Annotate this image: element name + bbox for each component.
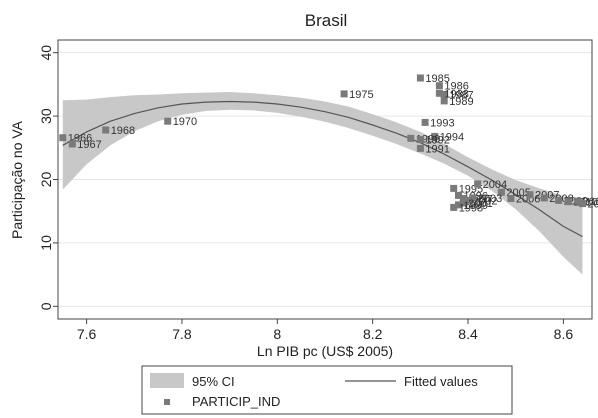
data-point	[455, 191, 462, 199]
point-label: 1968	[111, 125, 135, 137]
data-point	[450, 184, 458, 192]
point-label: 2011	[583, 196, 598, 208]
legend-fit-label: Fitted values	[404, 374, 478, 389]
data-point	[526, 191, 534, 199]
data-point	[435, 89, 443, 97]
data-point	[407, 134, 415, 142]
data-point	[59, 134, 67, 142]
data-point	[579, 200, 586, 208]
data-point	[459, 195, 467, 202]
data-point	[450, 203, 458, 211]
point-label: 1998	[459, 202, 483, 214]
y-axis-label: Participação no VA	[9, 120, 25, 239]
point-label: 1991	[425, 143, 449, 155]
legend-points-swatch	[164, 399, 170, 405]
data-point	[540, 194, 548, 202]
data-point	[416, 144, 424, 152]
data-point	[455, 201, 462, 209]
point-label: 2001	[468, 198, 492, 210]
legend-ci-label: 95% CI	[192, 374, 235, 389]
ci-band-area	[62, 92, 583, 275]
point-label: 1975	[349, 89, 373, 101]
data-point	[555, 196, 563, 204]
legend-ci-swatch	[150, 373, 184, 388]
data-point	[497, 188, 505, 196]
data-points: 1966196719681970197519851986198719881989…	[59, 73, 598, 214]
data-point	[564, 198, 572, 206]
data-point	[469, 194, 477, 202]
x-tick-label: 7.8	[172, 326, 192, 342]
data-point	[102, 126, 110, 134]
data-point	[574, 197, 582, 205]
data-point	[440, 97, 448, 105]
data-point	[68, 140, 76, 148]
y-tick-label: 40	[38, 45, 54, 61]
point-label: 1986	[444, 81, 468, 93]
data-point	[431, 132, 439, 140]
data-point	[464, 196, 472, 204]
data-point	[421, 118, 429, 126]
x-tick-label: 8.4	[458, 326, 478, 342]
point-label: 2006	[516, 194, 540, 206]
point-label: 1988	[444, 88, 468, 100]
data-point	[340, 90, 348, 98]
x-axis: 7.6 7.8 8 8.2 8.4 8.6	[77, 319, 573, 342]
point-label: 2002	[473, 195, 497, 207]
point-label: 2004	[483, 179, 507, 191]
data-point	[459, 199, 467, 207]
fitted-line	[62, 100, 583, 238]
confidence-band	[62, 92, 583, 275]
fitted-values-line	[62, 100, 583, 238]
data-point	[416, 136, 424, 144]
point-label: 1999	[464, 200, 488, 212]
data-point	[474, 180, 482, 188]
data-point	[435, 82, 443, 90]
chart-title: Brasil	[305, 11, 348, 30]
point-label: 1992	[425, 135, 449, 147]
x-tick-label: 8.6	[554, 326, 574, 342]
x-tick-label: 7.6	[77, 326, 97, 342]
legend: 95% CI Fitted values PARTICIP_IND	[141, 365, 513, 415]
point-label: 1967	[77, 139, 101, 151]
y-tick-label: 30	[38, 108, 54, 124]
y-tick-label: 20	[38, 172, 54, 188]
x-tick-label: 8	[273, 326, 281, 342]
point-label: 2003	[478, 193, 502, 205]
data-point	[416, 74, 424, 82]
x-axis-label: Ln PIB pc (US$ 2005)	[257, 343, 393, 359]
y-axis: 0 10 20 30 40	[38, 45, 58, 310]
legend-points-label: PARTICIP_IND	[192, 394, 280, 409]
point-label: 1993	[430, 117, 454, 129]
data-point	[507, 195, 515, 202]
point-label: 1987	[449, 90, 473, 102]
point-label: 1994	[440, 131, 464, 143]
legend-box	[141, 365, 513, 415]
y-tick-label: 0	[38, 302, 54, 310]
x-tick-label: 8.2	[363, 326, 383, 342]
y-tick-label: 10	[38, 235, 54, 251]
data-point	[164, 117, 172, 125]
point-label: 1985	[425, 73, 449, 85]
data-point	[440, 91, 448, 98]
point-label: 1970	[173, 116, 197, 128]
point-label: 1989	[449, 96, 473, 108]
